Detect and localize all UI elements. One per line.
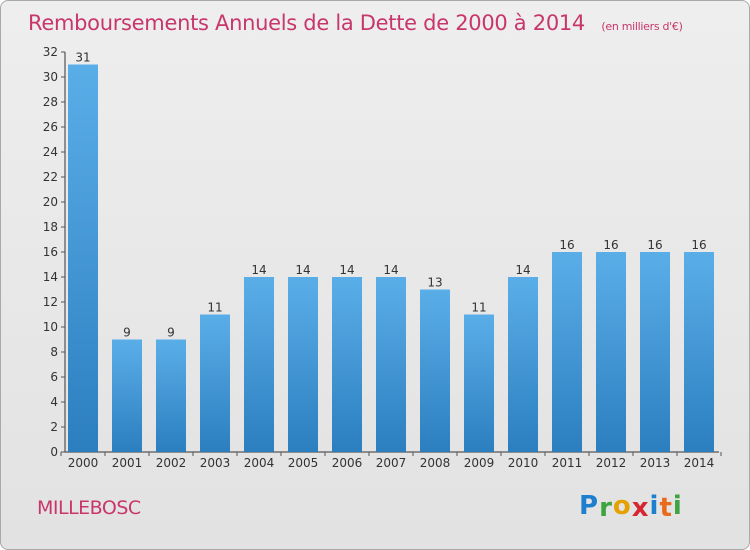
bar-value-label: 16 [603,238,618,252]
bar-2002 [156,339,186,452]
bar-2005 [288,277,318,452]
y-tick-label: 14 [43,270,58,284]
bar-value-label: 11 [207,301,222,315]
bar-value-label: 16 [647,238,662,252]
bar-2007 [376,277,406,452]
x-tick-label: 2011 [552,456,583,470]
bar-value-label: 14 [251,263,266,277]
y-tick-label: 10 [43,320,58,334]
x-tick-label: 2008 [420,456,451,470]
y-tick-label: 28 [43,95,58,109]
bar-2000 [68,64,98,452]
x-tick-label: 2007 [376,456,407,470]
bar-value-label: 14 [339,263,354,277]
y-tick-label: 6 [50,370,58,384]
y-tick-label: 18 [43,220,58,234]
bar-value-label: 11 [471,301,486,315]
bar-2010 [508,277,538,452]
bar-value-label: 9 [167,326,175,340]
x-tick-label: 2000 [68,456,99,470]
bar-2006 [332,277,362,452]
y-tick-label: 2 [50,420,58,434]
y-tick-label: 24 [43,145,58,159]
bar-value-label: 16 [691,238,706,252]
x-tick-label: 2009 [464,456,495,470]
logo-letter: x [631,493,650,523]
logo-letter: o [612,491,632,521]
bar-2013 [640,252,670,452]
bar-2014 [684,252,714,452]
bar-2003 [200,314,230,452]
logo-letter: i [649,491,660,521]
bar-value-label: 14 [515,263,530,277]
commune-name: MILLEBOSC [37,497,141,519]
x-tick-label: 2005 [288,456,319,470]
y-tick-label: 16 [43,245,58,259]
bar-value-label: 31 [75,51,90,65]
y-tick-label: 8 [50,345,58,359]
y-tick-label: 26 [43,120,58,134]
y-tick-label: 22 [43,170,58,184]
y-tick-label: 32 [43,45,58,59]
title-unit: (en milliers d'€) [601,20,683,33]
bar-value-label: 13 [427,276,442,290]
logo-letter: P [579,491,600,521]
bar-2004 [244,277,274,452]
x-tick-label: 2014 [684,456,715,470]
logo-letter: i [672,491,683,521]
x-tick-label: 2001 [112,456,143,470]
proxiti-logo[interactable]: Proxiti [579,491,683,523]
x-tick-label: 2002 [156,456,187,470]
x-tick-label: 2004 [244,456,275,470]
x-tick-label: 2010 [508,456,539,470]
x-tick-label: 2012 [596,456,627,470]
bar-value-label: 14 [295,263,310,277]
y-tick-label: 30 [43,70,58,84]
bar-value-label: 16 [559,238,574,252]
logo-letter: r [599,493,613,523]
bar-value-label: 9 [123,326,131,340]
bar-2008 [420,289,450,452]
bar-2011 [552,252,582,452]
y-tick-label: 20 [43,195,58,209]
x-tick-label: 2013 [640,456,671,470]
bar-2012 [596,252,626,452]
chart-title: Remboursements Annuels de la Dette de 20… [28,11,683,35]
bar-2009 [464,314,494,452]
y-tick-label: 0 [50,445,58,459]
y-tick-label: 12 [43,295,58,309]
title-text: Remboursements Annuels de la Dette de 20… [28,11,585,35]
x-tick-label: 2006 [332,456,363,470]
x-tick-label: 2003 [200,456,231,470]
bar-2001 [112,339,142,452]
bar-value-label: 14 [383,263,398,277]
y-tick-label: 4 [50,395,58,409]
logo-letter: t [659,493,673,523]
